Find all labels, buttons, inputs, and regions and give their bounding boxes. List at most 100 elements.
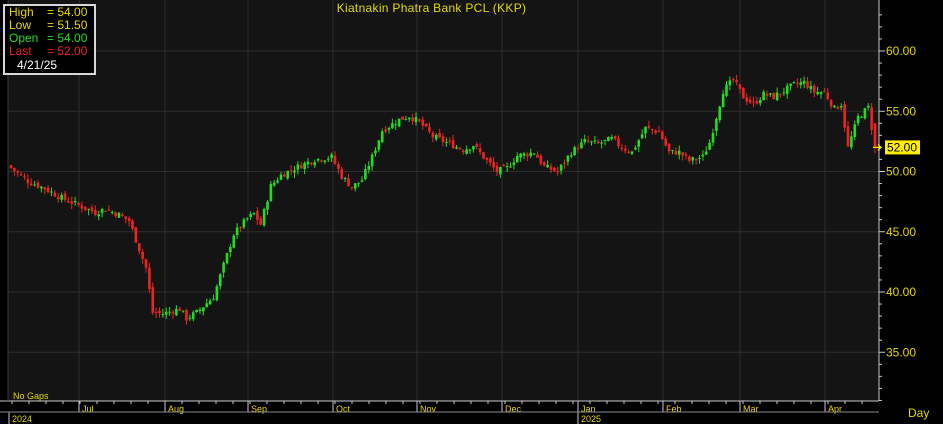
candle[interactable] [252, 212, 256, 216]
candle[interactable] [370, 152, 374, 171]
candle[interactable] [806, 76, 809, 90]
candle[interactable] [779, 93, 782, 98]
candle[interactable] [218, 273, 222, 290]
candle[interactable] [29, 178, 33, 187]
candle[interactable] [799, 78, 803, 89]
candle[interactable] [448, 137, 452, 145]
candle[interactable] [340, 166, 344, 181]
candle[interactable] [225, 252, 229, 265]
candle[interactable] [745, 93, 749, 106]
candle[interactable] [833, 105, 836, 109]
candle[interactable] [181, 310, 185, 313]
candle[interactable] [269, 180, 273, 202]
candle[interactable] [127, 216, 131, 227]
candle[interactable] [650, 128, 654, 135]
candle[interactable] [428, 122, 431, 134]
candle[interactable] [77, 201, 80, 207]
candle[interactable] [711, 128, 715, 146]
candle[interactable] [701, 150, 705, 161]
candle[interactable] [529, 148, 533, 159]
candle[interactable] [374, 147, 377, 157]
candle[interactable] [13, 167, 16, 176]
candle[interactable] [637, 138, 641, 153]
candle[interactable] [229, 243, 232, 258]
candle[interactable] [333, 151, 337, 166]
candle[interactable] [640, 129, 644, 139]
candle[interactable] [110, 210, 114, 215]
candle[interactable] [276, 177, 279, 184]
candle[interactable] [313, 159, 317, 169]
candle[interactable] [499, 166, 502, 178]
candle[interactable] [296, 161, 300, 175]
candle[interactable] [738, 84, 742, 94]
candle[interactable] [73, 196, 77, 206]
candle[interactable] [863, 107, 867, 120]
candle[interactable] [337, 161, 340, 174]
candle[interactable] [367, 161, 371, 174]
candle[interactable] [664, 135, 668, 147]
candle[interactable] [829, 98, 833, 110]
candle[interactable] [259, 215, 263, 226]
candle[interactable] [46, 185, 50, 194]
candle[interactable] [60, 192, 63, 203]
candle[interactable] [610, 134, 614, 141]
candle[interactable] [306, 158, 310, 169]
candle[interactable] [249, 211, 252, 220]
candle[interactable] [114, 211, 117, 218]
candle[interactable] [289, 165, 293, 176]
candle[interactable] [468, 148, 472, 154]
candle[interactable] [509, 162, 512, 168]
candle[interactable] [414, 112, 418, 126]
candle[interactable] [421, 116, 425, 130]
candle[interactable] [661, 130, 664, 140]
candle[interactable] [809, 80, 813, 94]
candle[interactable] [191, 310, 195, 322]
candle[interactable] [299, 161, 303, 169]
candle[interactable] [846, 121, 850, 148]
candle[interactable] [725, 80, 728, 98]
candle[interactable] [728, 76, 732, 91]
candle[interactable] [694, 157, 698, 165]
candle[interactable] [283, 172, 286, 177]
candle[interactable] [19, 171, 23, 177]
candle[interactable] [526, 151, 529, 162]
candle[interactable] [772, 92, 776, 100]
candle[interactable] [657, 125, 661, 132]
candle[interactable] [465, 145, 468, 155]
candle[interactable] [505, 162, 509, 172]
candle[interactable] [418, 118, 421, 123]
candle[interactable] [536, 151, 539, 158]
candle[interactable] [154, 307, 158, 318]
candle[interactable] [785, 83, 789, 99]
candle[interactable] [445, 137, 448, 147]
candle[interactable] [9, 164, 13, 170]
candle[interactable] [816, 87, 819, 96]
candle[interactable] [175, 305, 178, 317]
candle[interactable] [691, 156, 695, 165]
candle[interactable] [836, 105, 840, 110]
candle[interactable] [853, 120, 857, 141]
candle[interactable] [850, 131, 853, 150]
candle[interactable] [704, 146, 708, 155]
candle[interactable] [347, 174, 350, 187]
candle[interactable] [451, 134, 455, 149]
candle[interactable] [144, 258, 148, 273]
candle[interactable] [364, 164, 367, 181]
candle[interactable] [762, 89, 765, 101]
candle[interactable] [573, 145, 576, 156]
candle[interactable] [492, 156, 495, 172]
candle[interactable] [485, 157, 489, 165]
candle[interactable] [387, 126, 391, 134]
candle[interactable] [185, 308, 188, 325]
candle[interactable] [708, 139, 711, 151]
candle[interactable] [488, 156, 492, 167]
candle[interactable] [350, 187, 354, 191]
candle[interactable] [819, 91, 823, 99]
candle[interactable] [792, 81, 796, 84]
candle[interactable] [320, 159, 323, 164]
candle[interactable] [188, 314, 192, 322]
candle[interactable] [522, 152, 526, 160]
candle[interactable] [148, 262, 151, 293]
candle[interactable] [272, 179, 276, 187]
candle[interactable] [576, 144, 580, 154]
